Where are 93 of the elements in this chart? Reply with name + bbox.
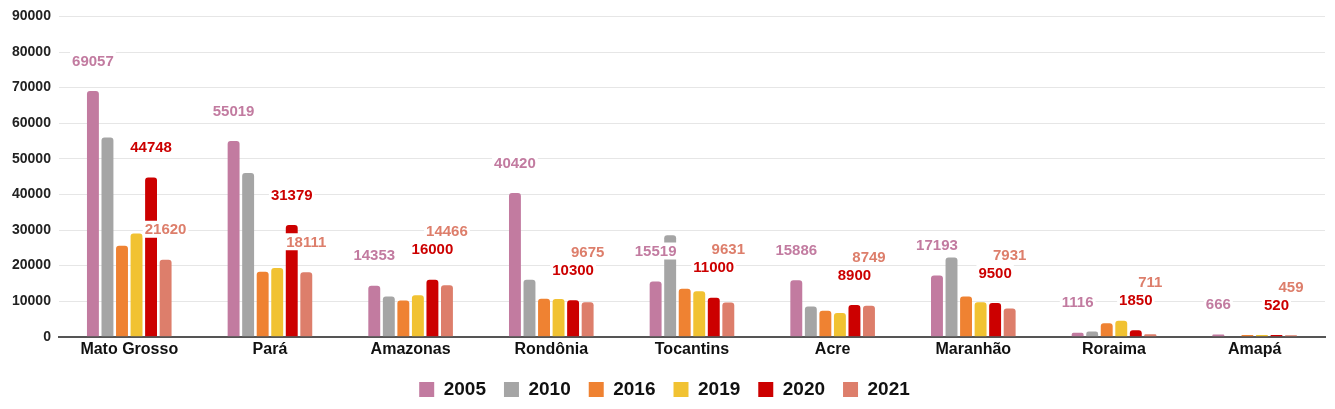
bar [523, 279, 536, 337]
data-label: 17193 [916, 236, 958, 254]
bar [833, 312, 846, 337]
data-label: 16000 [411, 240, 454, 258]
data-label: 21620 [144, 220, 187, 238]
bar [426, 279, 439, 337]
bar [649, 281, 662, 337]
bar [538, 298, 550, 337]
x-tick-label: Roraima [1081, 339, 1147, 357]
data-label: 31379 [270, 185, 313, 203]
bar [441, 285, 453, 337]
y-tick-label: 70000 [11, 78, 52, 95]
bar [159, 259, 172, 337]
y-tick-label: 80000 [11, 42, 52, 59]
data-label: 55019 [212, 101, 255, 119]
data-label: 44748 [130, 138, 172, 156]
x-tick-label: Tocantins [654, 339, 730, 357]
bar [848, 305, 861, 337]
bar [1003, 308, 1016, 337]
bar [242, 173, 255, 337]
legend-label: 2005 [443, 377, 487, 399]
legend-label: 2010 [528, 377, 571, 399]
bar [256, 271, 269, 337]
data-label: 520 [1263, 295, 1289, 313]
bar [581, 302, 594, 337]
data-label: 18111 [286, 232, 327, 250]
bar [693, 291, 706, 337]
x-tick-label: Rondônia [514, 339, 589, 357]
data-label: 459 [1278, 277, 1304, 295]
data-label: 666 [1205, 295, 1231, 313]
x-tick-label: Pará [252, 339, 288, 357]
bar [790, 280, 803, 337]
y-tick-label: 90000 [11, 7, 52, 24]
x-tick-label: Amazonas [370, 339, 451, 357]
bar [300, 272, 313, 337]
bar [227, 140, 240, 337]
data-label: 8900 [837, 265, 872, 283]
bar [722, 302, 735, 337]
x-tick-label: Mato Grosso [80, 339, 179, 357]
bar [931, 275, 943, 337]
data-label: 15886 [775, 240, 818, 258]
data-label: 69057 [72, 51, 114, 69]
bar [1100, 323, 1113, 337]
bar [989, 302, 1002, 337]
data-label: 15519 [634, 242, 677, 260]
y-tick-label: 10000 [11, 292, 52, 309]
legend-label: 2020 [782, 377, 826, 399]
y-tick-label: 20000 [11, 256, 52, 273]
y-tick-label: 0 [43, 327, 52, 344]
data-label: 7931 [992, 245, 1027, 263]
data-label: 8749 [852, 247, 886, 265]
data-label: 10300 [552, 260, 594, 278]
data-label: 14466 [426, 222, 468, 240]
data-label: 1116 [1061, 293, 1094, 311]
data-label: 40420 [494, 153, 536, 171]
bar [368, 285, 381, 337]
bar [382, 296, 395, 337]
y-tick-label: 30000 [11, 220, 52, 237]
bar [552, 299, 565, 337]
y-tick-label: 50000 [11, 149, 52, 166]
bar [678, 288, 691, 337]
bar [960, 296, 973, 337]
bar [130, 233, 143, 337]
x-tick-label: Maranhão [935, 339, 1012, 357]
data-label: 9675 [570, 242, 605, 260]
bar [707, 297, 720, 337]
y-tick-label: 60000 [11, 114, 52, 131]
data-label: 14353 [353, 246, 396, 264]
bar [945, 257, 958, 337]
data-label: 711 [1138, 272, 1163, 290]
data-label: 9500 [978, 263, 1012, 281]
data-label: 11000 [693, 258, 735, 276]
data-label: 9631 [711, 240, 745, 258]
x-tick-label: Amapá [1227, 339, 1282, 357]
bar [411, 295, 424, 337]
y-tick-label: 40000 [11, 185, 52, 202]
bar [804, 306, 817, 337]
bar [271, 268, 284, 337]
bar [819, 310, 832, 337]
legend-label: 2019 [698, 377, 741, 399]
bar [1115, 320, 1128, 337]
bar [508, 192, 521, 337]
data-label: 1850 [1119, 290, 1153, 308]
bar [567, 300, 580, 337]
legend-label: 2021 [867, 377, 911, 399]
bar [863, 305, 875, 337]
bar [86, 90, 99, 337]
legend-label: 2016 [613, 377, 656, 399]
x-tick-label: Acre [814, 339, 851, 357]
bar [974, 302, 987, 337]
bar [116, 245, 128, 337]
bar [397, 300, 410, 337]
bar [101, 137, 114, 337]
